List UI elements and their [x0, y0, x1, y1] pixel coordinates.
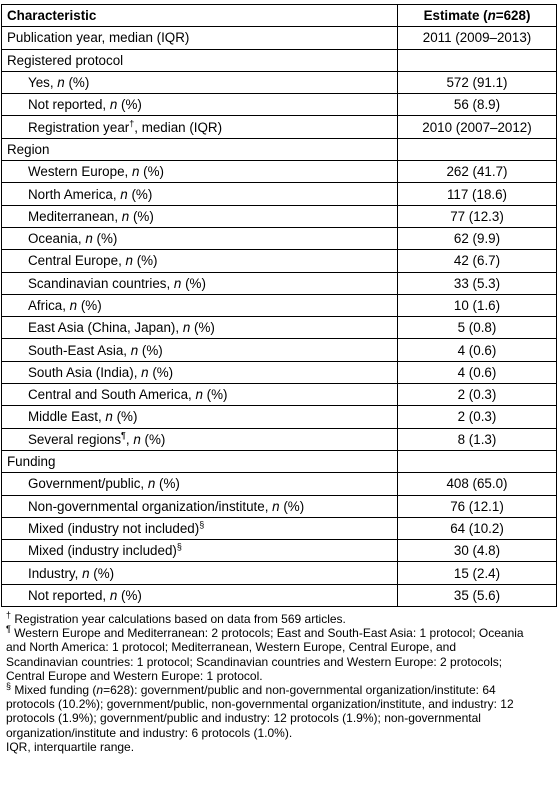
footnote: ¶ Western Europe and Mediterranean: 2 pr… [6, 624, 524, 683]
label-cell: Several regions¶, n (%) [1, 427, 398, 451]
footnote: IQR, interquartile range. [6, 739, 135, 754]
value-cell: 30 (4.8) [397, 539, 557, 563]
label-cell: Africa, n (%) [1, 293, 398, 318]
label-cell: Yes, n (%) [1, 70, 398, 95]
value-cell: 35 (5.6) [397, 583, 557, 608]
sub-row: Mediterranean, n (%) 77 (12.3) [1, 204, 557, 228]
value-cell: 10 (1.6) [397, 293, 557, 318]
sub-row: Mixed (industry not included)§ 64 (10.2) [1, 516, 557, 541]
sub-row: Western Europe, n (%) 262 (41.7) [1, 160, 557, 184]
sub-row: Several regions¶, n (%) 8 (1.3) [1, 427, 557, 451]
label-cell: Mediterranean, n (%) [1, 204, 398, 228]
label-cell: Central and South America, n (%) [1, 383, 398, 407]
value-cell: 4 (0.6) [397, 360, 557, 385]
label-cell: Government/public, n (%) [1, 472, 398, 496]
label-cell: Middle East, n (%) [1, 405, 398, 429]
sub-row: Government/public, n (%) 408 (65.0) [1, 472, 557, 496]
label-cell: Oceania, n (%) [1, 226, 398, 251]
label-cell: Mixed (industry not included)§ [1, 516, 398, 541]
label-cell: Non-governmental organization/institute,… [1, 494, 398, 518]
label-cell: Western Europe, n (%) [1, 160, 398, 184]
label-cell: South-East Asia, n (%) [1, 338, 398, 362]
value-cell: 408 (65.0) [397, 472, 557, 496]
value-cell: 8 (1.3) [397, 427, 557, 451]
row: Publication year, median (IQR) 2011 (2009… [1, 26, 557, 50]
value-cell: 62 (9.9) [397, 226, 557, 251]
label-cell: Registration year†, median (IQR) [1, 115, 398, 139]
sub-row: Not reported, n (%) 56 (8.9) [1, 93, 557, 117]
value-cell: 77 (12.3) [397, 204, 557, 228]
empty-cell [397, 449, 557, 474]
sub-row: Registration year†, median (IQR) 2010 (20… [1, 115, 557, 139]
sub-row: Yes, n (%) 572 (91.1) [1, 70, 557, 95]
footnote: § Mixed funding (n=628): government/publ… [6, 681, 514, 740]
value-cell: 117 (18.6) [397, 182, 557, 206]
label-cell: Scandinavian countries, n (%) [1, 271, 398, 295]
row: Funding [1, 449, 557, 474]
table: Characteristic Estimate (n=628) Publicat… [1, 3, 557, 608]
header-row: Characteristic Estimate (n=628) [1, 3, 557, 28]
label-cell: Central Europe, n (%) [1, 249, 398, 273]
footnote: † Registration year calculations based o… [6, 610, 346, 627]
value-cell: 2 (0.3) [397, 383, 557, 407]
sub-row: Industry, n (%) 15 (2.4) [1, 561, 557, 585]
value-cell: 2 (0.3) [397, 405, 557, 429]
value-cell: 572 (91.1) [397, 70, 557, 95]
label-cell: Funding [1, 449, 398, 474]
sub-row: North America, n (%) 117 (18.6) [1, 182, 557, 206]
document: Characteristic Estimate (n=628) Publicat… [1, 3, 557, 754]
header-cell: Characteristic [1, 3, 398, 28]
value-cell: 76 (12.1) [397, 494, 557, 518]
sub-row: Scandinavian countries, n (%) 33 (5.3) [1, 271, 557, 295]
sub-row: Mixed (industry included)§ 30 (4.8) [1, 539, 557, 563]
value-cell: 33 (5.3) [397, 271, 557, 295]
label-cell: Publication year, median (IQR) [1, 26, 398, 50]
header-cell: Estimate (n=628) [397, 3, 557, 28]
footnotes: † Registration year calculations based o… [1, 607, 526, 754]
label-cell: East Asia (China, Japan), n (%) [1, 316, 398, 340]
sub-row: Oceania, n (%) 62 (9.9) [1, 226, 557, 251]
label-cell: Region [1, 137, 398, 162]
row: Region [1, 137, 557, 162]
value-cell: 2011 (2009–2013) [397, 26, 557, 50]
value-cell: 42 (6.7) [397, 249, 557, 273]
table-body: Publication year, median (IQR) 2011 (2009… [1, 26, 557, 608]
sub-row: Middle East, n (%) 2 (0.3) [1, 405, 557, 429]
label-cell: Not reported, n (%) [1, 583, 398, 608]
label-cell: North America, n (%) [1, 182, 398, 206]
label-cell: Not reported, n (%) [1, 93, 398, 117]
empty-cell [397, 137, 557, 162]
sub-row: Not reported, n (%) 35 (5.6) [1, 583, 557, 608]
value-cell: 56 (8.9) [397, 93, 557, 117]
value-cell: 2010 (2007–2012) [397, 115, 557, 139]
label-cell: Mixed (industry included)§ [1, 539, 398, 563]
empty-cell [397, 48, 557, 72]
sub-row: East Asia (China, Japan), n (%) 5 (0.8) [1, 316, 557, 340]
sub-row: Africa, n (%) 10 (1.6) [1, 293, 557, 318]
sub-row: South-East Asia, n (%) 4 (0.6) [1, 338, 557, 362]
label-cell: Industry, n (%) [1, 561, 398, 585]
value-cell: 15 (2.4) [397, 561, 557, 585]
label-cell: South Asia (India), n (%) [1, 360, 398, 385]
label-cell: Registered protocol [1, 48, 398, 72]
sub-row: Non-governmental organization/institute,… [1, 494, 557, 518]
value-cell: 64 (10.2) [397, 516, 557, 541]
sub-row: South Asia (India), n (%) 4 (0.6) [1, 360, 557, 385]
value-cell: 262 (41.7) [397, 160, 557, 184]
sub-row: Central and South America, n (%) 2 (0.3) [1, 383, 557, 407]
value-cell: 5 (0.8) [397, 316, 557, 340]
sub-row: Central Europe, n (%) 42 (6.7) [1, 249, 557, 273]
value-cell: 4 (0.6) [397, 338, 557, 362]
row: Registered protocol [1, 48, 557, 72]
